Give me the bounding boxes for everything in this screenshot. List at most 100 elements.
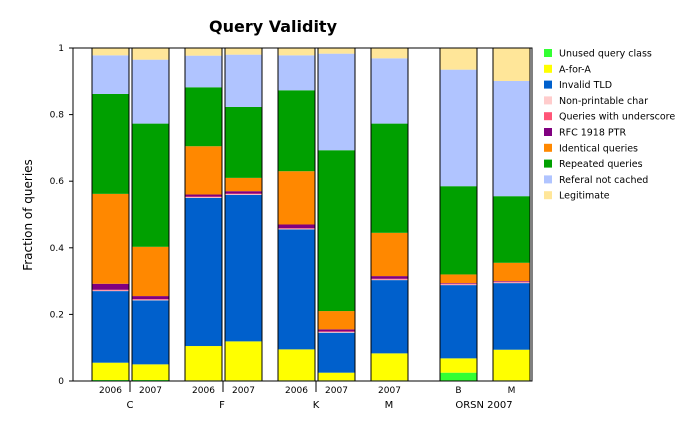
stacked-bars bbox=[91, 47, 531, 382]
bar-segment bbox=[185, 196, 222, 198]
bar-segment bbox=[318, 372, 355, 381]
bar-segment bbox=[225, 341, 262, 381]
bar-segment bbox=[185, 55, 222, 88]
bar-segment bbox=[318, 53, 355, 151]
x-tick-label: 2007 bbox=[325, 386, 348, 396]
legend-label: Invalid TLD bbox=[559, 80, 612, 91]
x-group-label: ORSN 2007 bbox=[455, 400, 512, 411]
bar-segment bbox=[225, 54, 262, 107]
x-tick-label: 2006 bbox=[192, 386, 215, 396]
bar-segment bbox=[92, 290, 129, 292]
bar-segment bbox=[132, 296, 169, 300]
bar-segment bbox=[185, 146, 222, 195]
x-axis-labels: 2006 2007 2006 2007 2006 2007 2007 B M C F K M ORSN 2… bbox=[99, 381, 515, 411]
y-tick-label: 0.4 bbox=[50, 244, 65, 254]
y-tick-label: 0.6 bbox=[50, 177, 65, 187]
bar-stack-orsn-2007-m bbox=[492, 47, 531, 382]
bar-segment bbox=[132, 299, 169, 301]
bar-segment bbox=[132, 123, 169, 247]
bar-segment bbox=[493, 349, 530, 381]
x-group-label: K bbox=[313, 400, 320, 411]
bar-segment bbox=[92, 48, 129, 56]
bar-segment bbox=[371, 232, 408, 277]
bar-segment bbox=[371, 279, 408, 281]
bar-segment bbox=[371, 353, 408, 381]
bar-segment bbox=[440, 285, 477, 359]
legend-label: Legitimate bbox=[559, 191, 610, 202]
legend-swatch bbox=[544, 112, 552, 121]
bar-stack-f-2006 bbox=[184, 47, 223, 382]
bar-segment bbox=[493, 48, 530, 81]
bar-segment bbox=[92, 291, 129, 363]
bar-segment bbox=[493, 282, 530, 284]
bar-segment bbox=[185, 194, 222, 197]
bar-segment bbox=[371, 276, 408, 279]
bar-outline bbox=[91, 47, 130, 382]
bar-segment bbox=[92, 289, 129, 291]
bar-outline bbox=[370, 47, 409, 382]
bar-segment bbox=[278, 228, 315, 229]
x-tick-label: 2007 bbox=[378, 386, 401, 396]
bar-outline bbox=[224, 47, 263, 382]
x-group-label: C bbox=[127, 400, 134, 411]
bar-outline bbox=[439, 47, 478, 382]
legend-swatch bbox=[544, 191, 552, 200]
bar-outline bbox=[277, 47, 316, 382]
chart-title: Query Validity bbox=[209, 17, 338, 36]
legend-label: Referal not cached bbox=[559, 175, 648, 186]
bar-segment bbox=[493, 196, 530, 263]
bar-segment bbox=[225, 177, 262, 192]
bar-segment bbox=[278, 90, 315, 172]
bar-segment bbox=[132, 364, 169, 381]
bar-segment bbox=[440, 69, 477, 187]
bar-segment bbox=[92, 93, 129, 194]
bar-segment bbox=[440, 372, 477, 381]
bar-segment bbox=[185, 346, 222, 381]
bar-stack-f-2007 bbox=[224, 47, 263, 382]
x-tick-label: 2007 bbox=[139, 386, 162, 396]
bar-segment bbox=[440, 283, 477, 285]
bar-segment bbox=[185, 197, 222, 347]
x-tick-label: B bbox=[455, 386, 461, 396]
bar-segment bbox=[185, 87, 222, 147]
bar-outline bbox=[492, 47, 531, 382]
bar-outline bbox=[317, 47, 356, 382]
bar-outline bbox=[131, 47, 170, 382]
bar-outline bbox=[184, 47, 223, 382]
bar-segment bbox=[278, 48, 315, 56]
legend-swatch bbox=[544, 96, 552, 105]
y-tick-label: 0.8 bbox=[50, 111, 65, 121]
bar-segment bbox=[440, 283, 477, 284]
legend-label: Queries with underscore bbox=[559, 112, 675, 123]
bar-segment bbox=[225, 106, 262, 178]
bar-segment bbox=[318, 150, 355, 312]
legend-label: Repeated queries bbox=[559, 159, 643, 170]
legend-swatch bbox=[544, 49, 552, 57]
legend-swatch bbox=[544, 128, 552, 136]
y-tick-label: 0.2 bbox=[50, 310, 64, 320]
bar-segment bbox=[493, 281, 530, 283]
bar-segment bbox=[92, 283, 129, 290]
legend-label: Unused query class bbox=[559, 49, 652, 60]
legend-swatch bbox=[544, 159, 552, 168]
bar-segment bbox=[132, 299, 169, 300]
x-tick-label: 2006 bbox=[285, 386, 308, 396]
bar-segment bbox=[278, 229, 315, 350]
bar-segment bbox=[371, 278, 408, 280]
bar-stack-c-2007 bbox=[131, 47, 170, 382]
bar-segment bbox=[185, 48, 222, 56]
bar-segment bbox=[371, 280, 408, 354]
legend-label: A-for-A bbox=[559, 64, 591, 75]
bar-segment bbox=[225, 48, 262, 55]
bar-stack-m-2007 bbox=[370, 47, 409, 382]
legend-label: Non-printable char bbox=[559, 96, 648, 107]
bar-segment bbox=[440, 274, 477, 284]
bar-segment bbox=[318, 332, 355, 373]
bar-segment bbox=[318, 329, 355, 332]
legend-swatch bbox=[544, 175, 552, 184]
bar-segment bbox=[493, 262, 530, 282]
y-tick-label: 0 bbox=[58, 377, 64, 387]
bar-segment bbox=[278, 224, 315, 229]
bar-segment bbox=[278, 228, 315, 230]
legend-swatch bbox=[544, 64, 552, 73]
